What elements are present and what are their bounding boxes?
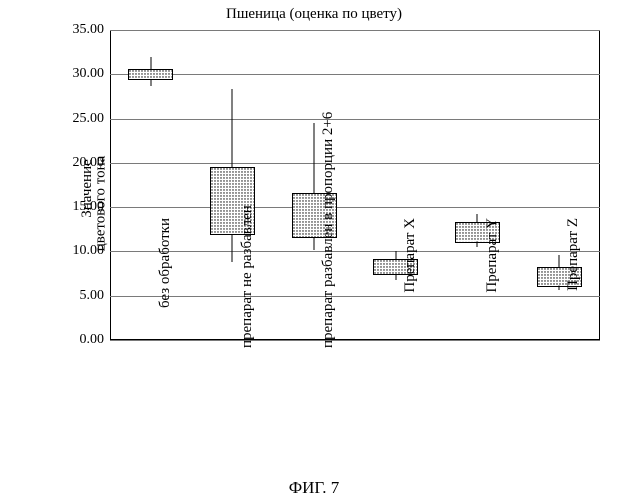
category-slot	[355, 30, 437, 340]
y-tick-label: 25.00	[73, 111, 105, 127]
x-category-label: без обработки	[157, 218, 174, 348]
figure-caption: ФИГ. 7	[0, 478, 628, 498]
category-slot	[273, 30, 355, 340]
category-slot	[192, 30, 274, 340]
gridline	[110, 340, 600, 341]
x-category-label: Препарат Z	[565, 218, 582, 348]
y-tick-label: 30.00	[73, 66, 105, 82]
y-tick-label: 0.00	[80, 332, 105, 348]
y-tick-label: 20.00	[73, 155, 105, 171]
figure-root: Пшеница (оценка по цвету) Значение цвето…	[0, 0, 628, 500]
y-tick-label: 10.00	[73, 243, 105, 259]
y-axis-label: Значение цветового тона	[8, 0, 28, 370]
box	[128, 69, 173, 81]
x-category-label: препарат не разбавлен	[239, 218, 256, 348]
category-slot	[110, 30, 192, 340]
plot-area: 0.005.0010.0015.0020.0025.0030.0035.00	[110, 30, 600, 340]
x-category-label: Препарат X	[402, 218, 419, 348]
x-category-label: препарат разбавлен в пропорции 2+6	[320, 218, 337, 348]
chart-title: Пшеница (оценка по цвету)	[0, 6, 628, 23]
y-tick-label: 35.00	[73, 22, 105, 38]
box-fill-pattern	[129, 70, 172, 80]
y-tick-label: 5.00	[80, 288, 105, 304]
x-category-label: Препарат Y	[484, 218, 501, 348]
category-slot	[518, 30, 600, 340]
category-slot	[437, 30, 519, 340]
y-tick-label: 15.00	[73, 199, 105, 215]
